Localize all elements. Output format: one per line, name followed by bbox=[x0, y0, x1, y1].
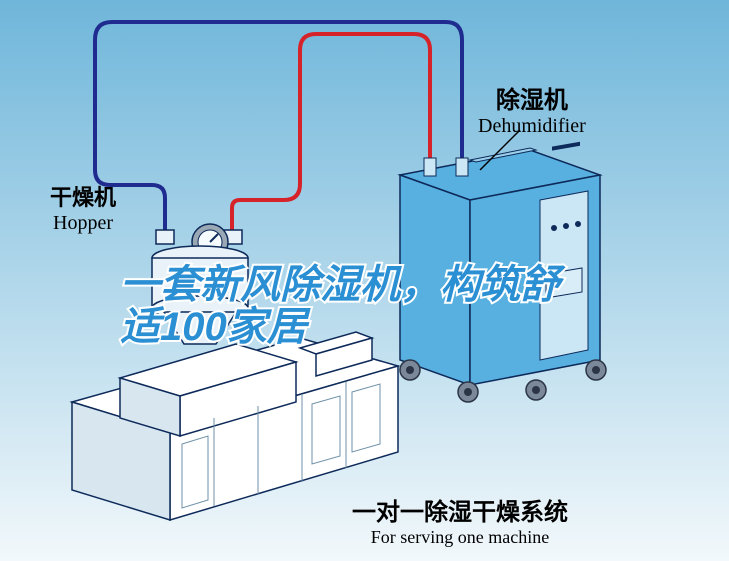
label-dehumidifier-zh: 除湿机 bbox=[478, 80, 586, 115]
diagram-stage: { "canvas": { "width": 729, "height": 56… bbox=[0, 0, 729, 561]
label-dryer-zh: 干燥机 bbox=[50, 180, 116, 212]
headline-line1: 一套新风除湿机，构筑舒 bbox=[120, 264, 560, 306]
label-dryer-en: Hopper bbox=[50, 212, 116, 235]
label-dehumidifier-en: Dehumidifier bbox=[478, 115, 586, 138]
label-dryer: 干燥机 Hopper bbox=[50, 180, 116, 235]
headline-overlay: 一套新风除湿机，构筑舒 适100家居 bbox=[120, 264, 560, 348]
label-system-en: For serving one machine bbox=[352, 527, 568, 548]
label-system: 一对一除湿干燥系统 For serving one machine bbox=[352, 492, 568, 548]
label-dehumidifier: 除湿机 Dehumidifier bbox=[478, 80, 586, 138]
label-system-zh: 一对一除湿干燥系统 bbox=[352, 492, 568, 527]
headline-line2: 适100家居 bbox=[120, 306, 560, 348]
